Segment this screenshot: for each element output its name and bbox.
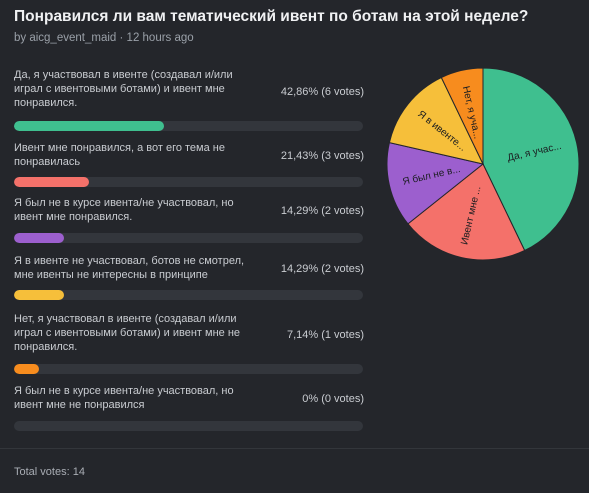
option-label: Я в ивенте не участвовал, ботов не смотр… [14,255,245,281]
option-value: 0% (0 votes) [302,393,364,405]
option-bar-fill [14,121,164,131]
poll-time: 12 hours ago [126,32,194,44]
option-bar-fill [14,177,89,187]
option-bar [14,364,363,374]
option-value: 42,86% (6 votes) [280,86,364,98]
results-pie-chart: Да, я учас...Ивент мне ...Я был не в...Я… [386,67,580,261]
meta-separator: · [119,32,124,44]
option-bar [14,121,363,131]
option-bar-fill [14,290,64,300]
option-bar [14,177,363,187]
option-label: Да, я участвовал в ивенте (создавал и/ил… [14,69,233,109]
pie-slice[interactable] [440,67,484,165]
option-bar [14,421,363,431]
pie-slice[interactable] [407,163,526,261]
option-label: Ивент мне понравился, а вот его тема не … [14,142,225,168]
pie-slice[interactable] [482,67,580,252]
option-label: Я был не в курсе ивента/не участвовал, н… [14,385,234,411]
footer-divider [0,448,589,449]
option-bar-fill [14,364,39,374]
option-bar [14,290,363,300]
option-value: 7,14% (1 votes) [286,329,364,341]
option-value: 14,29% (2 votes) [280,263,364,275]
poll-title: Понравился ли вам тематический ивент по … [14,8,529,25]
option-label: Нет, я участвовал в ивенте (создавал и/и… [14,313,241,353]
option-label: Я был не в курсе ивента/не участвовал, н… [14,197,234,223]
option-value: 14,29% (2 votes) [280,205,364,217]
pie-slice[interactable] [386,142,485,225]
poll-meta: by aicg_event_maid · 12 hours ago [14,32,194,44]
total-votes: Total votes: 14 [14,466,85,478]
poll-author[interactable]: by aicg_event_maid [14,32,117,44]
pie-slice[interactable] [388,76,484,165]
option-bar [14,233,363,243]
option-value: 21,43% (3 votes) [280,150,364,162]
option-bar-fill [14,233,64,243]
